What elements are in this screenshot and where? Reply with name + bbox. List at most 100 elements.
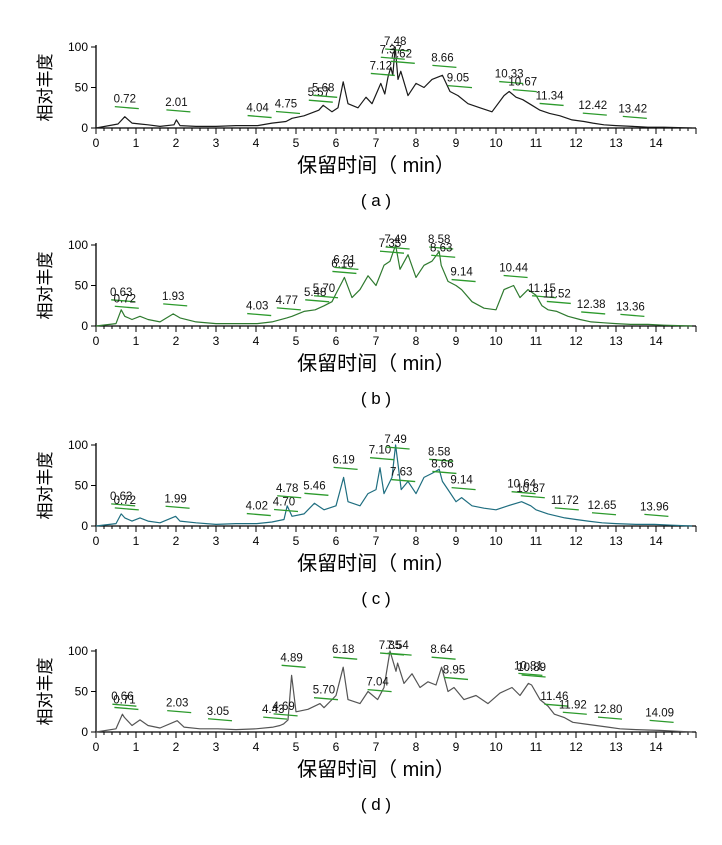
y-axis-label: 相对丰度	[36, 54, 55, 122]
x-axis-label: 保留时间（ min）	[297, 154, 455, 177]
peak-label: 1.93	[162, 291, 184, 303]
x-tick-label: 13	[609, 334, 623, 348]
peak-label: 10.81	[514, 660, 543, 672]
peak-label: 12.38	[577, 299, 606, 311]
peak-label: 4.02	[246, 501, 268, 513]
peak-marker	[273, 508, 299, 513]
peak-label: 11.46	[540, 691, 568, 703]
peak-label: 4.77	[276, 295, 298, 307]
peak-label: 4.75	[275, 99, 297, 111]
x-tick-label: 3	[213, 136, 220, 150]
peak-label: 8.95	[443, 664, 465, 676]
peak-marker	[429, 458, 454, 462]
peak-label: 9.14	[450, 475, 473, 487]
peak-label: 7.63	[390, 467, 412, 479]
peak-marker	[521, 674, 546, 678]
peak-label: 5.46	[303, 480, 325, 492]
x-tick-label: 6	[333, 534, 340, 548]
peak-marker	[332, 270, 357, 275]
y-tick-label: 0	[81, 319, 88, 333]
x-tick-label: 5	[293, 740, 300, 754]
peak-label: 6.19	[332, 454, 354, 466]
x-tick-label: 13	[609, 534, 623, 548]
peak-label: 4.69	[272, 701, 294, 713]
x-tick-label: 1	[133, 740, 140, 754]
x-tick-label: 2	[173, 534, 180, 548]
x-tick-label: 14	[649, 534, 663, 548]
peak-label: 14.09	[645, 707, 674, 719]
x-tick-label: 13	[609, 740, 623, 754]
peak-label: 7.37	[380, 44, 402, 56]
peak-marker	[165, 505, 190, 509]
x-axis-label: 保留时间（ min）	[297, 552, 455, 575]
x-tick-label: 10	[489, 136, 503, 150]
peak-label: 4.89	[280, 652, 302, 664]
y-tick-label: 50	[75, 279, 89, 293]
x-tick-label: 1	[133, 534, 140, 548]
peak-marker	[554, 507, 579, 511]
peak-marker	[499, 80, 524, 85]
panel-label: ( c )	[361, 589, 390, 608]
peak-marker	[546, 300, 571, 305]
peak-label: 4.43	[262, 704, 284, 716]
x-axis-label: 保留时间（ min）	[297, 352, 455, 375]
x-tick-label: 7	[373, 334, 380, 348]
peak-label: 0.72	[114, 495, 136, 507]
peak-label: 8.58	[428, 446, 450, 458]
peak-marker	[503, 274, 528, 279]
peak-label: 7.12	[370, 60, 392, 72]
peak-label: 6.21	[333, 254, 355, 266]
peak-label: 9.05	[447, 73, 469, 85]
x-tick-label: 5	[293, 334, 300, 348]
peak-label: 10.44	[499, 263, 528, 275]
peak-marker	[277, 495, 302, 499]
x-tick-label: 8	[413, 136, 420, 150]
peak-label: 7.04	[366, 677, 389, 689]
peak-marker	[333, 466, 358, 471]
peak-label: 0.66	[111, 691, 133, 703]
peak-label: 5.68	[312, 82, 334, 94]
x-tick-label: 0	[93, 334, 100, 348]
x-tick-label: 9	[453, 740, 460, 754]
panel-label: ( a )	[361, 191, 391, 210]
peak-label: 0.63	[110, 491, 132, 503]
peak-marker	[387, 652, 412, 656]
peak-marker	[622, 115, 647, 120]
peak-marker	[273, 713, 298, 717]
x-tick-label: 4	[253, 334, 260, 348]
peak-marker	[531, 295, 557, 299]
y-tick-label: 100	[68, 40, 88, 54]
peak-label: 1.99	[164, 493, 186, 505]
x-tick-label: 8	[413, 334, 420, 348]
peak-marker	[385, 48, 410, 52]
x-tick-label: 2	[173, 136, 180, 150]
x-tick-label: 4	[253, 534, 260, 548]
peak-marker	[167, 710, 192, 714]
peak-marker	[544, 703, 569, 707]
peak-marker	[649, 719, 674, 724]
peak-marker	[518, 672, 543, 677]
peak-label: 5.70	[313, 685, 335, 697]
peak-label: 4.70	[273, 497, 295, 509]
peak-marker	[644, 513, 669, 518]
peak-marker	[520, 495, 545, 499]
peak-marker	[308, 99, 333, 103]
y-tick-label: 50	[75, 81, 89, 95]
x-tick-label: 14	[649, 136, 663, 150]
peak-label: 12.42	[578, 100, 607, 112]
chromatogram-trace	[95, 46, 693, 129]
peak-marker	[263, 716, 288, 720]
peak-label: 0.72	[114, 94, 136, 106]
y-axis-label: 相对丰度	[36, 252, 55, 320]
peak-marker	[313, 295, 339, 299]
peak-label: 10.89	[517, 662, 546, 674]
x-tick-label: 4	[253, 136, 260, 150]
peak-label: 11.72	[551, 495, 579, 507]
peak-marker	[275, 110, 301, 115]
peak-label: 12.80	[594, 704, 623, 716]
x-tick-label: 0	[93, 534, 100, 548]
